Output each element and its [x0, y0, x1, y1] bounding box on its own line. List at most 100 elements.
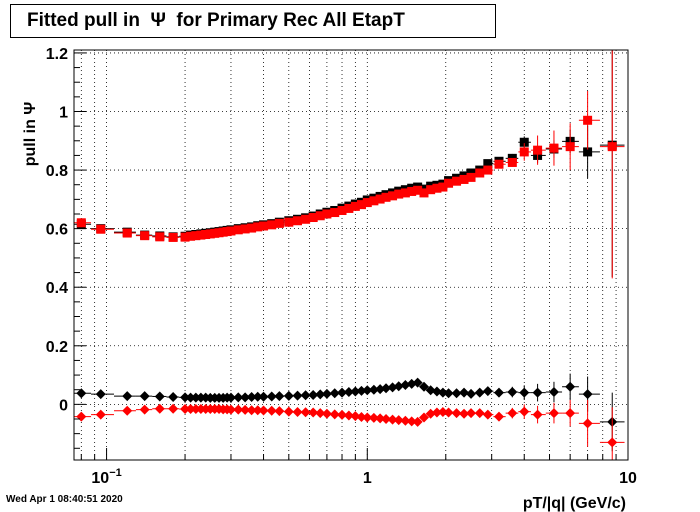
- data-point: [139, 391, 150, 402]
- data-point: [350, 411, 361, 422]
- x-tick-label: 10−1: [91, 467, 121, 487]
- data-point: [322, 209, 332, 219]
- data-point: [565, 142, 575, 152]
- data-point: [412, 416, 423, 427]
- data-point: [494, 159, 504, 169]
- data-point: [425, 385, 436, 396]
- data-point: [246, 405, 257, 416]
- data-point: [451, 408, 462, 419]
- data-point: [190, 404, 201, 415]
- data-point: [274, 391, 285, 402]
- data-point: [362, 385, 373, 396]
- data-point: [583, 115, 593, 125]
- data-point: [375, 194, 385, 204]
- data-point: [308, 213, 318, 223]
- series-3: [74, 399, 625, 460]
- timestamp: Wed Apr 1 08:40:51 2020: [6, 494, 123, 505]
- data-point: [483, 165, 493, 175]
- data-point: [356, 385, 367, 396]
- series-1: [74, 50, 625, 279]
- data-point: [154, 391, 165, 402]
- data-point: [549, 143, 559, 153]
- data-point: [582, 418, 593, 429]
- data-point: [337, 409, 348, 420]
- data-point: [180, 232, 190, 242]
- data-point: [356, 200, 366, 210]
- data-point: [356, 411, 367, 422]
- data-point: [259, 221, 269, 231]
- data-point: [393, 415, 404, 426]
- x-tick-label: 1: [363, 470, 372, 487]
- data-point: [321, 388, 332, 399]
- data-point: [252, 405, 263, 416]
- data-point: [168, 392, 179, 403]
- axis-ticks: [74, 52, 629, 460]
- data-point: [191, 231, 201, 241]
- data-point: [266, 405, 277, 416]
- data-point: [96, 224, 106, 234]
- data-point: [452, 176, 462, 186]
- data-point: [225, 392, 236, 403]
- data-point: [482, 409, 493, 420]
- data-point: [185, 404, 196, 415]
- data-point: [233, 392, 244, 403]
- y-tick-label: 0.8: [46, 163, 68, 180]
- chart-title: Fitted pull in Ψ for Primary Rec All Eta…: [27, 10, 405, 31]
- data-point: [475, 168, 485, 178]
- data-point: [258, 405, 269, 416]
- data-point: [533, 145, 543, 155]
- data-point: [226, 226, 236, 236]
- data-point: [344, 203, 354, 213]
- data-point: [240, 404, 251, 415]
- data-point: [315, 408, 326, 419]
- data-point: [122, 228, 132, 238]
- data-point: [293, 216, 303, 226]
- data-point: [330, 208, 340, 218]
- data-point: [583, 147, 593, 157]
- data-point: [185, 392, 196, 403]
- data-point: [413, 185, 423, 195]
- data-point: [443, 388, 454, 399]
- data-point: [406, 416, 417, 427]
- data-point: [225, 404, 236, 415]
- data-point: [381, 414, 392, 424]
- data-point: [247, 223, 257, 233]
- data-point: [329, 409, 340, 420]
- data-point: [350, 386, 361, 397]
- data-point: [337, 205, 347, 215]
- data-point: [418, 412, 429, 423]
- y-tick-label: 1: [59, 105, 68, 122]
- data-point: [607, 142, 617, 152]
- data-point: [387, 414, 398, 425]
- y-tick-label: 1.2: [46, 46, 68, 63]
- data-series: [74, 50, 625, 460]
- data-point: [582, 389, 593, 400]
- data-point: [308, 407, 319, 418]
- data-point: [393, 381, 404, 392]
- data-point: [459, 408, 470, 419]
- data-point: [474, 408, 485, 419]
- y-tick-label: 0.2: [46, 339, 68, 356]
- data-point: [493, 387, 504, 398]
- data-point: [154, 403, 165, 414]
- data-point: [362, 198, 372, 208]
- data-point: [180, 404, 191, 415]
- data-point: [444, 178, 454, 188]
- data-point: [548, 408, 559, 419]
- y-tick-label: 0.6: [46, 222, 68, 239]
- data-point: [253, 222, 263, 232]
- data-point: [368, 384, 379, 395]
- data-point: [240, 392, 251, 403]
- data-point: [483, 159, 493, 169]
- data-point: [437, 387, 448, 398]
- data-point: [394, 189, 404, 199]
- data-point: [381, 192, 391, 202]
- data-point: [519, 137, 529, 147]
- data-point: [400, 380, 411, 391]
- data-point: [532, 409, 543, 420]
- data-point: [400, 415, 411, 426]
- data-point: [375, 384, 386, 395]
- data-point: [412, 377, 423, 388]
- x-axis-title: pT/|q| (GeV/c): [523, 495, 626, 512]
- data-point: [400, 188, 410, 198]
